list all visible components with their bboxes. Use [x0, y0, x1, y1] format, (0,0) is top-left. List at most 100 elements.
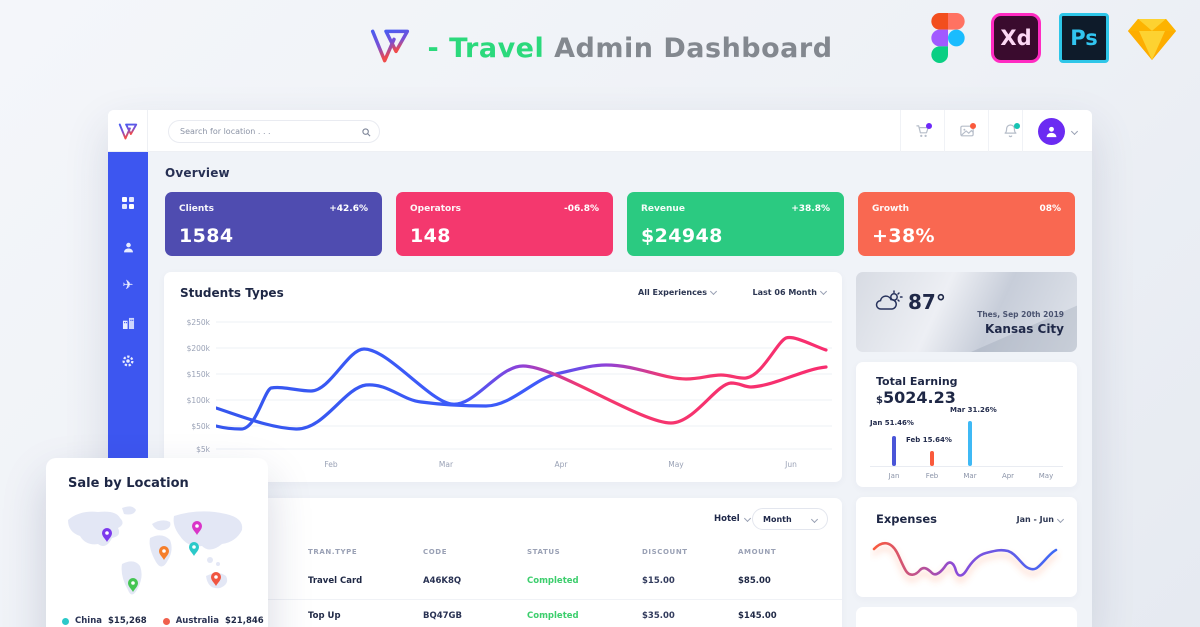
y-tick: $200k — [186, 344, 210, 353]
overview-heading: Overview — [165, 166, 230, 180]
y-tick: $5k — [196, 445, 210, 454]
page-title: - Travel Admin Dashboard — [427, 32, 833, 64]
map-legend: China $15,268 Australia $21,846 — [62, 616, 264, 626]
cell-type: Top Up — [308, 611, 341, 621]
cell-code: A46K8Q — [423, 576, 462, 586]
bar-jan — [892, 436, 896, 466]
chevron-down-icon — [1070, 127, 1079, 135]
chevron-down-icon — [819, 287, 828, 296]
bar-x-tick: Jan — [888, 472, 900, 480]
sidebar-item-reports[interactable] — [108, 304, 148, 342]
y-tick: $150k — [186, 370, 210, 379]
expenses-panel: Expenses Jan - Jun — [856, 497, 1077, 597]
panel-title: Students Types — [180, 286, 284, 300]
search-icon[interactable] — [362, 122, 371, 141]
x-tick: Feb — [324, 460, 338, 469]
cell-code: BQ47GB — [423, 611, 462, 621]
stat-card-growth: Growth 08% +38% — [858, 192, 1075, 256]
stat-value: 148 — [410, 225, 451, 247]
map-pins — [102, 521, 221, 592]
figma-icon — [922, 12, 974, 64]
sidebar-item-clients[interactable] — [108, 228, 148, 266]
bar-x-tick: May — [1038, 472, 1054, 480]
world-map — [68, 506, 243, 595]
hotel-filter-dropdown[interactable]: Hotel — [714, 514, 751, 524]
chevron-down-icon — [709, 287, 718, 296]
cloud-sun-icon — [874, 290, 904, 318]
gallery-button[interactable] — [944, 110, 988, 152]
design-tool-badges: Xd Ps — [922, 12, 1178, 64]
expenses-range-dropdown[interactable]: Jan - Jun — [1017, 515, 1065, 524]
stat-delta: -06.8% — [564, 204, 599, 214]
y-tick: $100k — [186, 396, 210, 405]
search-bar — [168, 120, 380, 143]
panel-title: Expenses — [876, 512, 937, 526]
legend-name: China — [75, 616, 102, 626]
pin-middle-east — [159, 546, 169, 560]
legend-value: $15,268 — [108, 616, 147, 626]
sidebar-item-dashboard[interactable] — [108, 184, 148, 222]
experiences-filter-dropdown[interactable]: All Experiences — [638, 287, 718, 297]
cell-discount: $15.00 — [642, 576, 675, 586]
stat-card-revenue: Revenue +38.8% $24948 — [627, 192, 844, 256]
month-filter-dropdown[interactable]: Month — [752, 508, 828, 530]
expenses-line-chart — [872, 541, 1058, 577]
weather-widget: 87° Thes, Sep 20th 2019 Kansas City — [856, 272, 1077, 352]
col-header: STATUS — [527, 548, 561, 556]
chevron-down-icon — [810, 515, 819, 523]
stat-value: $24948 — [641, 225, 723, 247]
stat-label: Clients — [179, 204, 214, 214]
stat-value: 1584 — [179, 225, 234, 247]
next-panel-stub — [856, 607, 1077, 627]
bar-annotation: Mar 31.26% — [950, 406, 997, 414]
stat-delta: +42.6% — [329, 204, 368, 214]
pin-south-america — [128, 578, 138, 592]
pin-north-america — [102, 528, 112, 542]
stat-card-clients: Clients +42.6% 1584 — [165, 192, 382, 256]
bar-x-tick: Apr — [1001, 472, 1015, 480]
range-filter-dropdown[interactable]: Last 06 Month — [753, 287, 828, 297]
y-tick: $50k — [191, 422, 210, 431]
avatar[interactable] — [1038, 117, 1065, 145]
col-header: AMOUNT — [738, 548, 777, 556]
legend-dot-china — [62, 617, 69, 625]
cell-status: Completed — [527, 576, 579, 586]
sidebar-item-settings[interactable] — [108, 342, 148, 380]
earning-value: $5024.23 — [876, 388, 956, 407]
app-logo-icon[interactable] — [108, 110, 148, 152]
adobe-xd-icon: Xd — [990, 12, 1042, 64]
x-tick: May — [668, 460, 684, 469]
weather-city: Kansas City — [985, 322, 1064, 336]
sidebar-item-flights[interactable]: ✈ — [108, 266, 148, 304]
notifications-button[interactable] — [988, 110, 1032, 152]
temperature-value: 87° — [908, 290, 946, 314]
bar-feb — [930, 451, 934, 466]
sketch-icon — [1126, 12, 1178, 64]
pin-russia — [192, 521, 202, 535]
students-types-panel: Students Types All Experiences Last 06 M… — [164, 272, 842, 482]
stat-label: Growth — [872, 204, 910, 214]
chevron-down-icon — [743, 514, 751, 523]
gallery-badge-dot — [970, 123, 976, 129]
cart-button[interactable] — [900, 110, 944, 152]
x-tick: Mar — [438, 460, 454, 469]
transactions-panel: Hotel Month TRAN.TYPE CODE STATUS DISCOU… — [164, 498, 842, 627]
cell-status: Completed — [527, 611, 579, 621]
x-tick: Jun — [785, 460, 797, 469]
search-input[interactable] — [180, 127, 362, 136]
stat-value: +38% — [872, 225, 935, 247]
stat-delta: +38.8% — [791, 204, 830, 214]
col-header: DISCOUNT — [642, 548, 688, 556]
bar-baseline — [870, 466, 1063, 467]
y-tick: $250k — [186, 318, 210, 327]
x-tick: Apr — [554, 460, 568, 469]
user-menu[interactable] — [1022, 110, 1092, 152]
col-header: TRAN.TYPE — [308, 548, 358, 556]
stat-card-operators: Operators -06.8% 148 — [396, 192, 613, 256]
sale-by-location-card: Sale by Location C — [46, 458, 268, 627]
brand-logo-icon — [367, 26, 413, 70]
dashboard-grid-icon — [122, 197, 134, 209]
col-header: CODE — [423, 548, 448, 556]
legend-value: $21,846 — [224, 616, 264, 626]
cart-badge-dot — [926, 123, 932, 129]
